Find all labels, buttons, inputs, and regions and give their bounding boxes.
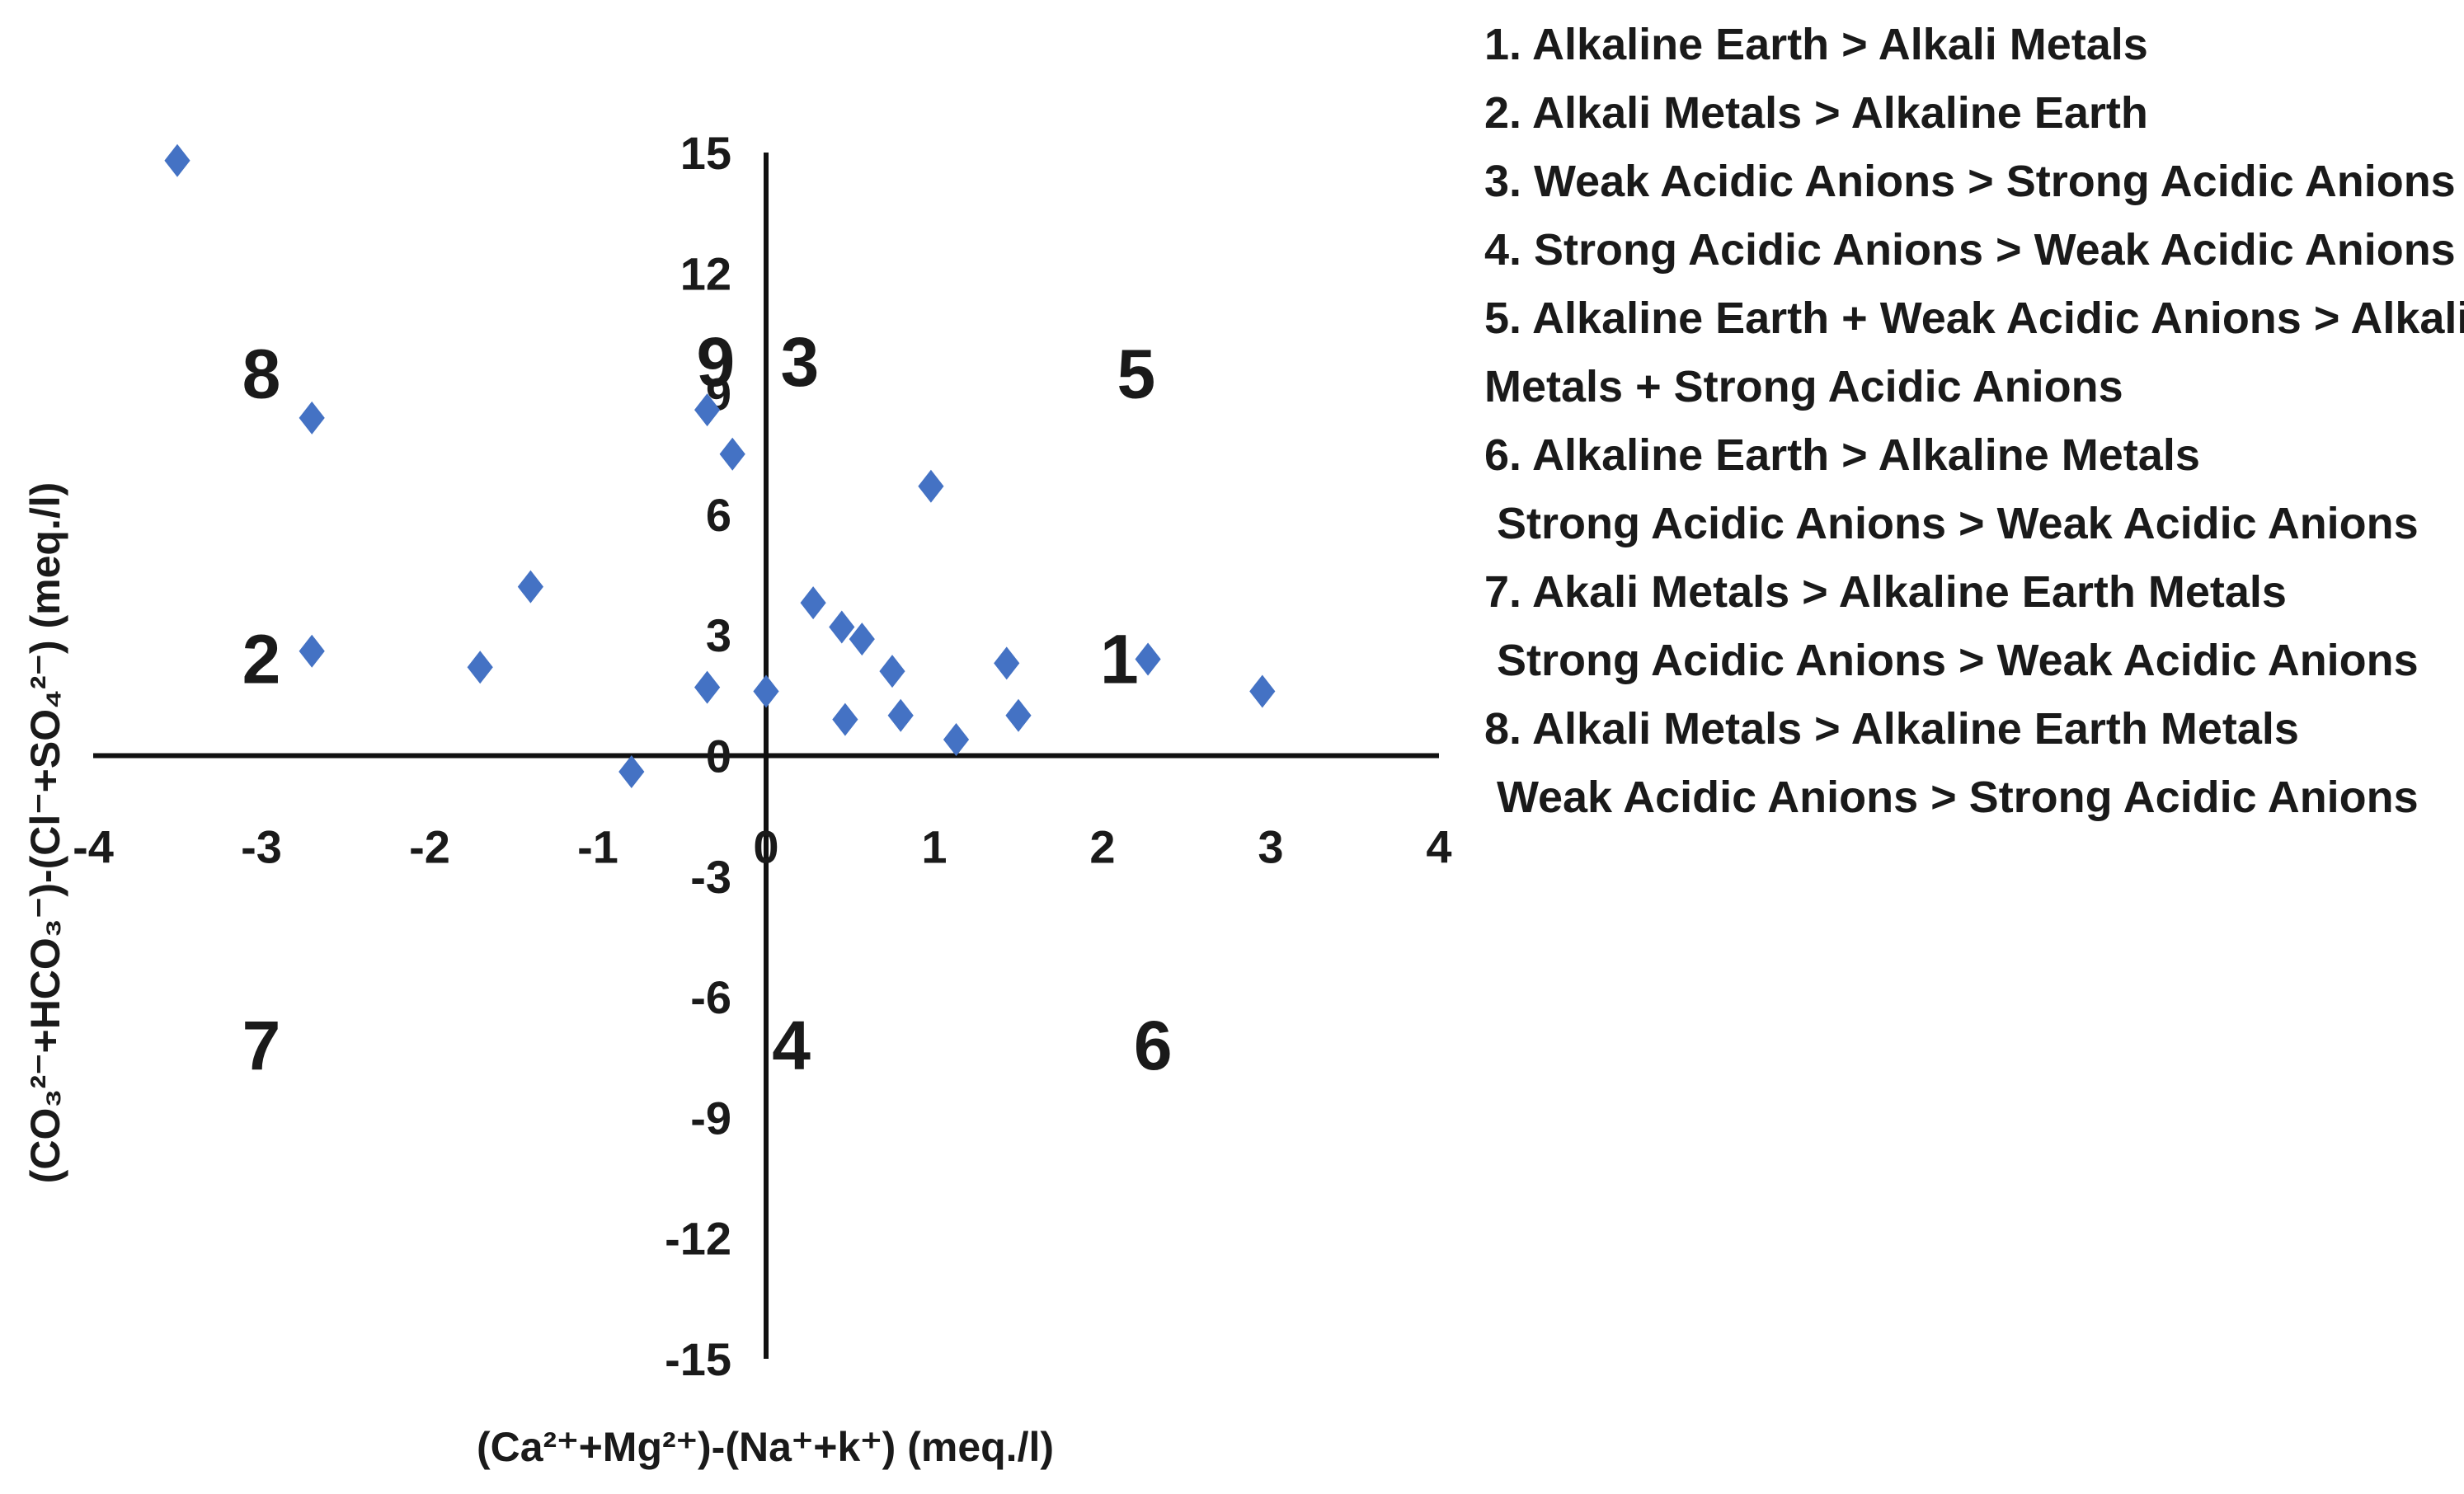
data-point: [618, 755, 645, 789]
data-point: [164, 143, 190, 177]
x-tick-label: -1: [577, 821, 618, 873]
region-label: 1: [1100, 621, 1139, 698]
legend-entry: Weak Acidic Anions > Strong Acidic Anion…: [1484, 773, 2419, 822]
y-tick-label: -12: [665, 1213, 731, 1265]
y-tick-label: -6: [690, 971, 731, 1023]
y-tick-label: -15: [665, 1333, 731, 1385]
legend-entry: 1. Alkaline Earth > Alkali Metals: [1484, 20, 2148, 69]
data-point: [299, 401, 325, 435]
data-point: [1135, 642, 1161, 676]
data-point: [299, 634, 325, 668]
x-axis-label: (Ca²⁺+Mg²⁺)-(Na⁺+k⁺) (meq./l): [477, 1424, 1054, 1470]
data-point: [467, 651, 493, 684]
legend-entry: 2. Alkali Metals > Alkaline Earth: [1484, 88, 2148, 138]
x-tick-label: -4: [73, 821, 114, 873]
x-tick-label: 0: [753, 821, 778, 873]
y-tick-label: -3: [690, 851, 731, 903]
data-point: [694, 393, 721, 427]
y-tick-label: 0: [706, 731, 731, 782]
x-tick-label: 2: [1089, 821, 1115, 873]
legend-entry: 7. Akali Metals > Alkaline Earth Metals: [1484, 567, 2287, 617]
region-label: 4: [772, 1007, 811, 1084]
region-label: 7: [242, 1007, 281, 1084]
legend-entry: 8. Alkali Metals > Alkaline Earth Metals: [1484, 704, 2299, 754]
data-point: [753, 674, 779, 708]
legend-entry: 4. Strong Acidic Anions > Weak Acidic An…: [1484, 225, 2456, 275]
x-tick-label: 1: [921, 821, 947, 873]
region-label: 5: [1117, 335, 1155, 412]
data-point: [832, 702, 858, 736]
region-labels: 8 9 3 52 17 4 6: [242, 323, 1173, 1084]
y-tick-label: 3: [706, 609, 731, 661]
legend: 1. Alkaline Earth > Alkali Metals 2. Alka…: [1484, 20, 2464, 822]
data-point: [849, 622, 875, 656]
data-point: [517, 570, 543, 604]
data-point: [719, 437, 745, 471]
region-label: 9: [696, 323, 735, 401]
data-point: [1249, 674, 1276, 708]
y-tick-label: 6: [706, 489, 731, 541]
x-tick-label: -3: [241, 821, 282, 873]
data-point: [943, 722, 970, 756]
x-tick-label: 3: [1258, 821, 1283, 873]
y-tick-label: -9: [690, 1092, 731, 1144]
data-point: [879, 655, 905, 688]
x-tick-label: 4: [1426, 821, 1451, 873]
region-label: 3: [780, 323, 819, 401]
legend-entry: Metals + Strong Acidic Anions: [1484, 362, 2123, 411]
legend-entry: 5. Alkaline Earth + Weak Acidic Anions >…: [1484, 294, 2464, 343]
y-tick-label: 15: [680, 127, 731, 179]
data-point: [994, 646, 1020, 680]
region-label: 6: [1134, 1007, 1173, 1084]
data-point: [1005, 698, 1032, 732]
data-point: [694, 670, 721, 704]
legend-entry: 3. Weak Acidic Anions > Strong Acidic An…: [1484, 157, 2456, 206]
x-tick-label: -2: [409, 821, 450, 873]
axes: [93, 153, 1439, 1359]
y-axis-label: (CO₃²⁻+HCO₃⁻)-(Cl⁻+SO₄²⁻) (meq./l): [22, 482, 68, 1184]
region-label: 8: [242, 335, 281, 412]
data-point: [887, 698, 914, 732]
legend-entry: Strong Acidic Anions > Weak Acidic Anion…: [1484, 636, 2419, 685]
region-label: 2: [242, 621, 281, 698]
legend-entry: 6. Alkaline Earth > Alkaline Metals: [1484, 430, 2200, 480]
data-points: [164, 143, 1276, 789]
data-point: [800, 586, 826, 620]
data-point: [918, 469, 944, 503]
data-point: [829, 610, 855, 644]
legend-entry: Strong Acidic Anions > Weak Acidic Anion…: [1484, 499, 2419, 548]
y-tick-label: 12: [680, 247, 731, 299]
